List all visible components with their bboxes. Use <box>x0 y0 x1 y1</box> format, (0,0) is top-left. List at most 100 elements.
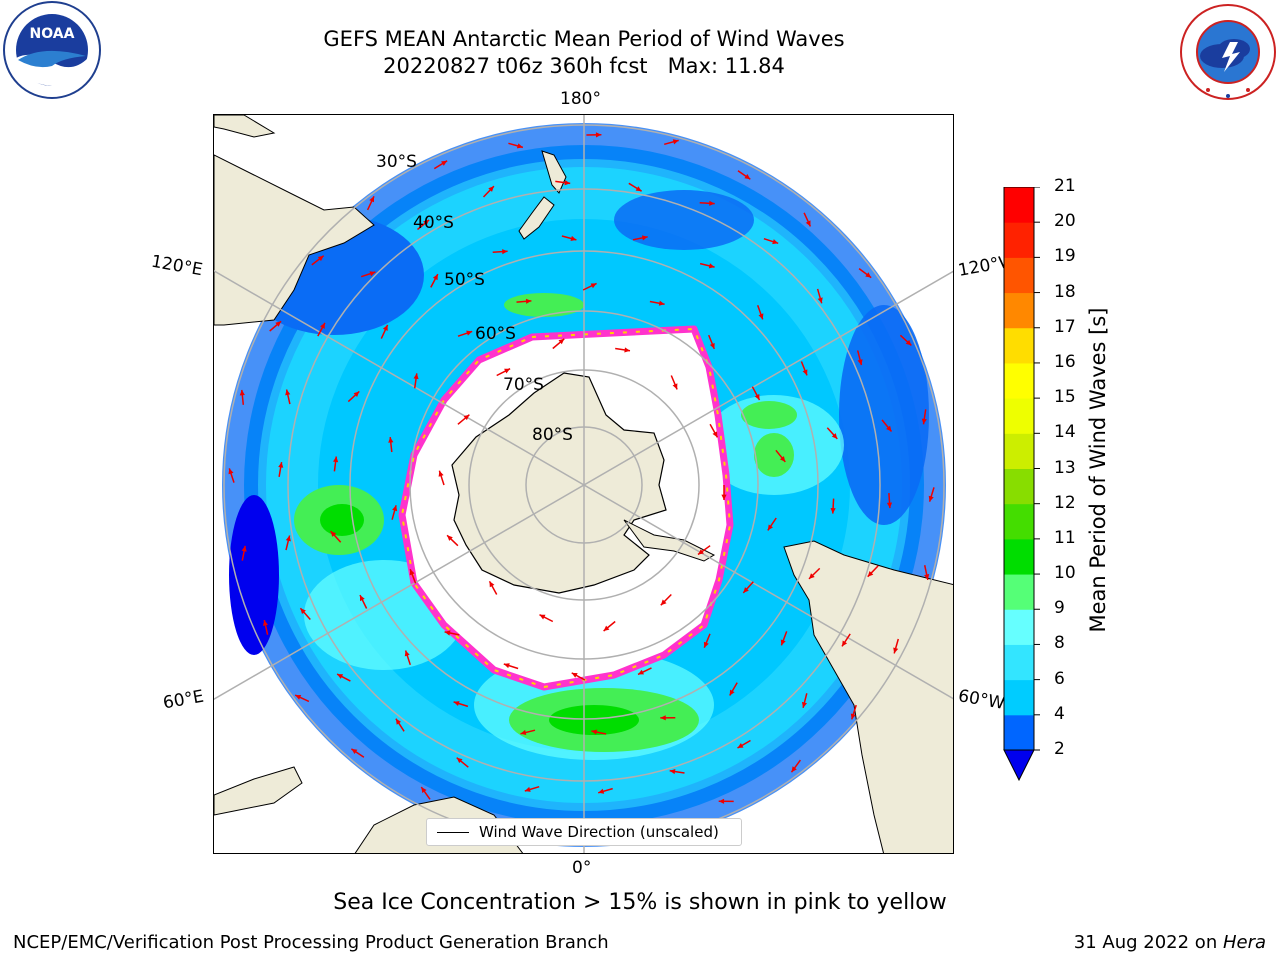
colorbar-tick-label: 2 <box>1054 739 1065 759</box>
wind-arrow-head <box>539 614 546 620</box>
wind-arrow-head <box>463 414 470 421</box>
wind-arrow-head <box>525 298 532 304</box>
australia <box>214 154 375 326</box>
colorbar-bin <box>1004 644 1034 681</box>
wind-arrow-head <box>503 663 510 669</box>
lat-label-60s: 60°S <box>475 324 516 344</box>
wind-arrow-head <box>865 272 872 278</box>
wind-arrow-head <box>278 462 284 468</box>
wind-arrow-head <box>351 748 358 754</box>
wind-arrow-head <box>516 143 523 149</box>
colorbar-bin <box>1004 292 1034 329</box>
graticule <box>214 115 953 853</box>
map-legend: Wind Wave Direction (unscaled) <box>426 818 742 846</box>
lon-label-60e: 60°E <box>161 686 206 714</box>
wind-arrow-head <box>658 300 665 306</box>
wind-arrow-head <box>275 321 282 327</box>
wind-arrow-head <box>564 180 571 186</box>
wind-arrow-head <box>395 718 401 725</box>
wind-arrow-head <box>698 549 704 555</box>
wind-arrow-head <box>772 239 779 245</box>
wind-arrow-head <box>857 359 863 366</box>
wind-arrow-head <box>831 433 838 439</box>
wind-arrow-head <box>709 200 715 206</box>
wind-arrow-head <box>404 650 410 657</box>
wind-arrow-head <box>729 689 735 696</box>
legend-line-swatch <box>437 832 469 833</box>
lon-label-60w: 60°W <box>956 686 1007 714</box>
colorbar-bin <box>1004 609 1034 645</box>
wind-arrow-head <box>360 595 365 602</box>
wind-arrow-head <box>353 391 360 397</box>
wind-arrow-head <box>382 324 388 331</box>
colorbar-tick-label: 21 <box>1054 176 1076 196</box>
wind-arrow-head <box>333 456 339 463</box>
wind-arrow-head <box>504 368 511 374</box>
wind-arrow-head <box>337 674 344 679</box>
lat-label-40s: 40°S <box>413 213 454 233</box>
wind-arrow-head <box>921 418 927 425</box>
lon-label-120e: 120°E <box>149 251 205 281</box>
wind-arrow-head <box>330 531 337 537</box>
wind-arrow-head <box>802 369 808 376</box>
wind-arrow-head <box>456 757 463 764</box>
wind-arrow-head <box>438 470 444 477</box>
wind-arrow-head <box>228 468 234 475</box>
colorbar-bin <box>1004 187 1034 223</box>
wind-arrow-head <box>809 573 815 579</box>
colorbar-title: Mean Period of Wind Waves [s] <box>1086 307 1110 633</box>
wind-arrow-head <box>409 569 415 576</box>
wind-arrow-head <box>317 255 324 262</box>
wind-arrow-head <box>721 494 727 500</box>
wind-arrow-head <box>660 599 667 606</box>
wind-arrow-head <box>817 297 823 304</box>
colorbar-tick-label: 17 <box>1054 316 1076 337</box>
wind-arrow-head <box>709 343 715 349</box>
footer-host: Hera <box>1222 932 1266 953</box>
wind-arrow-head <box>591 729 598 735</box>
colorbar-tick-label: 18 <box>1054 281 1076 302</box>
nws-logo <box>1178 2 1278 102</box>
map-title: GEFS MEAN Antarctic Mean Period of Wind … <box>323 27 845 51</box>
wind-arrow-head <box>320 322 325 329</box>
wind-arrow-head <box>744 174 751 180</box>
colorbar-bin <box>1004 398 1034 434</box>
wind-arrow-head <box>598 788 605 794</box>
wind-arrow-head <box>672 139 679 145</box>
wind-arrow-head <box>801 701 807 708</box>
wind-arrow-head <box>285 535 291 542</box>
wind-arrow-head <box>805 220 811 227</box>
wind-arrow-head <box>779 456 786 462</box>
lat-label-50s: 50°S <box>444 270 485 290</box>
wind-arrow-head <box>595 132 602 138</box>
sea-ice-note: Sea Ice Concentration > 15% is shown in … <box>333 890 947 915</box>
colorbar-tick-label: 8 <box>1054 633 1065 654</box>
colorbar-tick-label: 12 <box>1054 492 1076 513</box>
map-subtitle: 20220827 t06z 360h fcst Max: 11.84 <box>383 54 785 78</box>
wind-arrow-head <box>524 786 531 792</box>
wind-arrow-head <box>466 330 473 336</box>
wind-arrow-head <box>780 639 786 646</box>
colorbar-bin <box>1004 468 1034 505</box>
wind-arrow-head <box>830 508 836 514</box>
wind-arrow-head <box>590 283 597 289</box>
wind-arrow-head <box>928 495 934 502</box>
wind-arrow-head <box>672 383 678 390</box>
lat-label-80s: 80°S <box>532 425 573 445</box>
wind-arrow-head <box>239 389 245 396</box>
colorbar-tick-label: 20 <box>1054 211 1076 232</box>
colorbar-bin <box>1004 362 1034 399</box>
wind-arrow-head <box>737 743 744 748</box>
noaa-logo: NOAA <box>2 0 102 100</box>
wind-arrow-head <box>635 186 642 192</box>
colorbar-tick-label: 6 <box>1054 668 1065 689</box>
wind-arrow-head <box>421 787 427 793</box>
wind-arrow-head <box>867 571 874 577</box>
wind-arrow-head <box>413 373 419 380</box>
wind-arrow-head <box>743 587 749 593</box>
colorbar-tick-label: 4 <box>1054 703 1065 724</box>
wind-arrow-head <box>886 502 893 509</box>
wind-arrow-head <box>924 574 930 580</box>
colorbar-tick-label: 15 <box>1054 387 1076 408</box>
wind-arrows <box>228 132 935 843</box>
